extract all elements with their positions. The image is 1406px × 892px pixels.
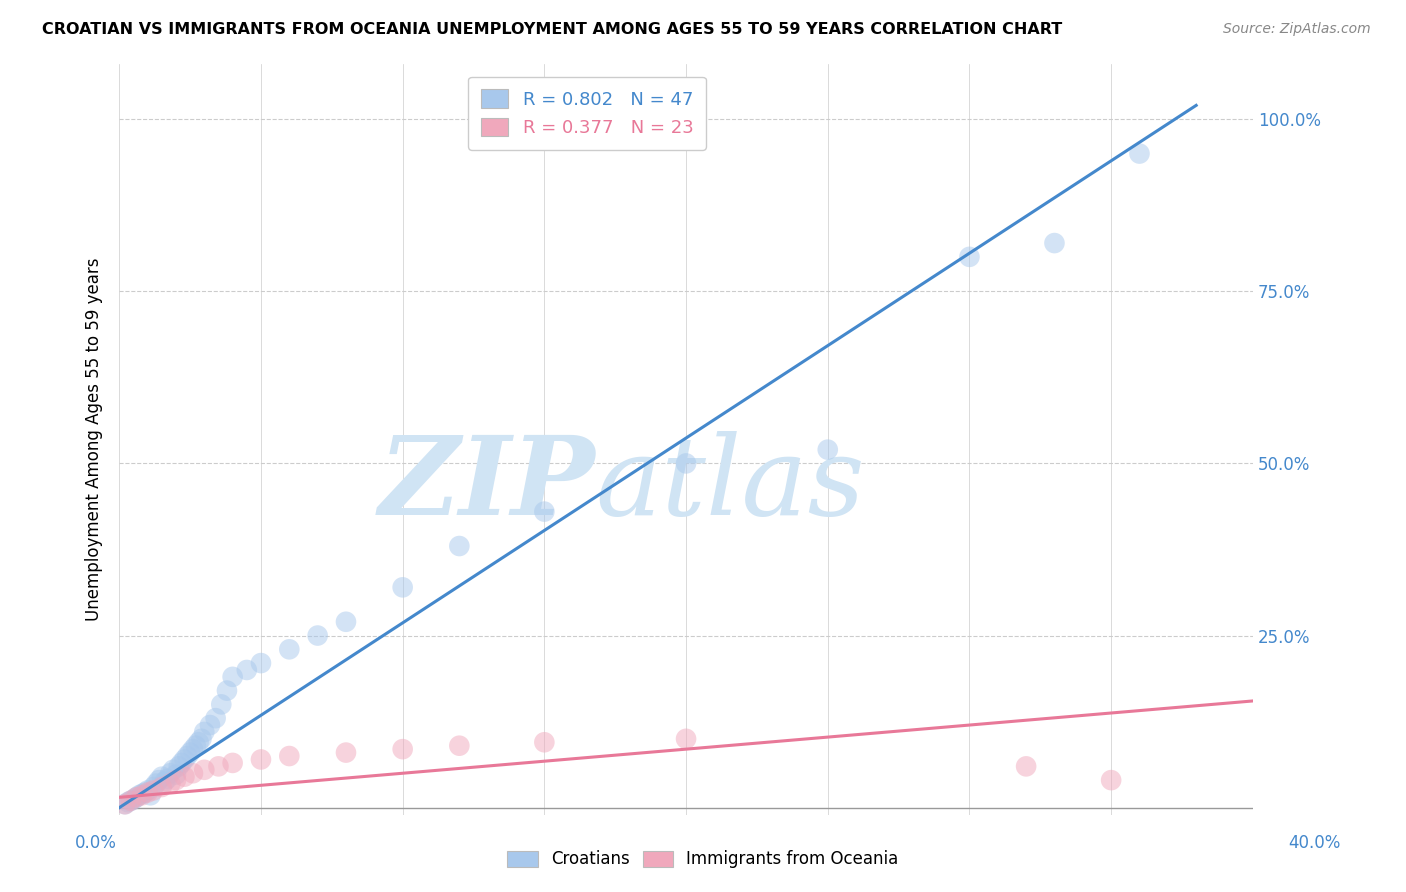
Point: [162, 763, 184, 777]
Point: [114, 797, 136, 812]
Point: [449, 539, 471, 553]
Text: CROATIAN VS IMMIGRANTS FROM OCEANIA UNEMPLOYMENT AMONG AGES 55 TO 59 YEARS CORRE: CROATIAN VS IMMIGRANTS FROM OCEANIA UNEM…: [42, 22, 1063, 37]
Point: [221, 670, 243, 684]
Point: [165, 773, 187, 788]
Point: [193, 725, 215, 739]
Point: [173, 752, 195, 766]
Point: [675, 457, 697, 471]
Point: [533, 735, 555, 749]
Point: [204, 711, 226, 725]
Point: [391, 580, 413, 594]
Point: [165, 767, 187, 781]
Point: [278, 749, 301, 764]
Point: [125, 790, 148, 805]
Point: [142, 783, 165, 797]
Point: [181, 742, 204, 756]
Point: [120, 794, 142, 808]
Point: [125, 790, 148, 805]
Point: [134, 785, 156, 799]
Point: [156, 772, 179, 786]
Point: [207, 759, 229, 773]
Point: [335, 746, 357, 760]
Point: [209, 698, 232, 712]
Point: [153, 774, 176, 789]
Point: [117, 795, 139, 809]
Text: ZIP: ZIP: [378, 431, 595, 538]
Point: [307, 628, 329, 642]
Point: [142, 780, 165, 794]
Point: [170, 756, 193, 770]
Point: [120, 794, 142, 808]
Point: [181, 766, 204, 780]
Point: [221, 756, 243, 770]
Point: [148, 773, 170, 788]
Point: [114, 797, 136, 812]
Point: [193, 763, 215, 777]
Point: [250, 752, 273, 766]
Point: [159, 776, 181, 790]
Point: [1043, 236, 1066, 251]
Point: [675, 731, 697, 746]
Point: [391, 742, 413, 756]
Legend: R = 0.802   N = 47, R = 0.377   N = 23: R = 0.802 N = 47, R = 0.377 N = 23: [468, 77, 706, 150]
Point: [335, 615, 357, 629]
Point: [176, 749, 198, 764]
Y-axis label: Unemployment Among Ages 55 to 59 years: Unemployment Among Ages 55 to 59 years: [86, 258, 103, 621]
Point: [145, 776, 167, 790]
Point: [139, 789, 162, 803]
Point: [236, 663, 259, 677]
Point: [198, 718, 221, 732]
Point: [278, 642, 301, 657]
Text: 40.0%: 40.0%: [1288, 834, 1341, 852]
Point: [959, 250, 981, 264]
Point: [179, 746, 201, 760]
Text: Source: ZipAtlas.com: Source: ZipAtlas.com: [1223, 22, 1371, 37]
Point: [187, 735, 209, 749]
Point: [817, 442, 839, 457]
Point: [131, 787, 153, 801]
Point: [167, 759, 190, 773]
Point: [150, 780, 173, 794]
Point: [215, 683, 238, 698]
Point: [1128, 146, 1150, 161]
Point: [184, 739, 207, 753]
Point: [150, 770, 173, 784]
Point: [1015, 759, 1038, 773]
Point: [190, 731, 212, 746]
Legend: Croatians, Immigrants from Oceania: Croatians, Immigrants from Oceania: [499, 842, 907, 877]
Point: [128, 789, 150, 803]
Point: [136, 785, 159, 799]
Point: [1099, 773, 1122, 788]
Point: [131, 789, 153, 803]
Point: [159, 766, 181, 780]
Point: [533, 505, 555, 519]
Point: [250, 656, 273, 670]
Text: atlas: atlas: [595, 431, 865, 538]
Point: [173, 770, 195, 784]
Point: [136, 783, 159, 797]
Point: [122, 792, 145, 806]
Text: 0.0%: 0.0%: [75, 834, 117, 852]
Point: [449, 739, 471, 753]
